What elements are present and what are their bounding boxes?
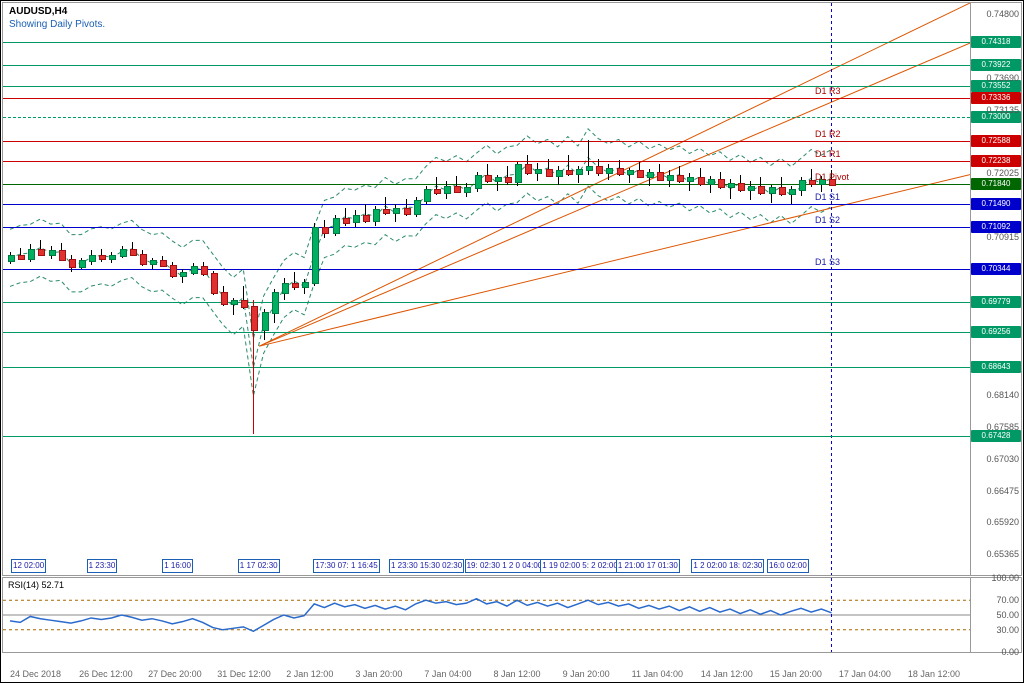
level-line <box>3 227 970 228</box>
time-marker: 1 23:30 <box>87 559 118 573</box>
pivot-label: D1 R2 <box>815 129 841 139</box>
level-line <box>3 42 970 43</box>
level-line <box>3 98 970 99</box>
price-tick: 0.70915 <box>986 232 1019 242</box>
price-tick: 0.72025 <box>986 168 1019 178</box>
level-line <box>3 141 970 142</box>
time-tick: 9 Jan 20:00 <box>563 669 610 679</box>
level-line <box>3 332 970 333</box>
price-tick: 0.73135 <box>986 105 1019 115</box>
time-tick: 31 Dec 12:00 <box>217 669 271 679</box>
time-tick: 24 Dec 2018 <box>10 669 61 679</box>
price-tick: 0.74800 <box>986 9 1019 19</box>
time-markers-layer: 12 02:00 1 23:30 1 16:00 1 17 02:30 17:30 07… <box>3 559 970 575</box>
price-tick: 0.67030 <box>986 454 1019 464</box>
level-line <box>3 367 970 368</box>
price-tick: 0.65365 <box>986 549 1019 559</box>
price-tick: 0.66475 <box>986 486 1019 496</box>
time-tick: 17 Jan 04:00 <box>839 669 891 679</box>
time-tick: 18 Jan 12:00 <box>908 669 960 679</box>
price-tick: 0.73690 <box>986 73 1019 83</box>
price-tick: 0.68140 <box>986 390 1019 400</box>
price-level-label: 0.72238 <box>971 155 1021 167</box>
pivot-subtitle: Showing Daily Pivots. <box>9 19 105 30</box>
price-level-label: 0.74318 <box>971 36 1021 48</box>
time-marker: 1 2 02:00 18: 02:30 <box>691 559 764 573</box>
rsi-tick: 70.00 <box>996 595 1019 605</box>
level-line <box>3 204 970 205</box>
level-line <box>3 65 970 66</box>
time-marker: 16:0 02:00 <box>767 559 809 573</box>
level-line <box>3 269 970 270</box>
time-tick: 15 Jan 20:00 <box>770 669 822 679</box>
time-marker: 12 02:00 <box>11 559 46 573</box>
level-line <box>3 117 970 119</box>
price-level-label: 0.70344 <box>971 263 1021 275</box>
pivot-label: D1 S3 <box>815 257 840 267</box>
time-marker: 1 17 02:30 <box>238 559 280 573</box>
price-axis: 0.743180.739220.735520.733360.730000.725… <box>970 2 1022 576</box>
price-level-label: 0.68643 <box>971 361 1021 373</box>
time-tick: 8 Jan 12:00 <box>494 669 541 679</box>
rsi-tick: 0.00 <box>1001 647 1019 657</box>
time-tick: 26 Dec 12:00 <box>79 669 133 679</box>
price-level-label: 0.71490 <box>971 198 1021 210</box>
price-level-label: 0.72588 <box>971 135 1021 147</box>
chart-container: AUDUSD,H4 Showing Daily Pivots. D1 R3 D1 … <box>0 0 1024 683</box>
level-line <box>3 302 970 303</box>
level-line <box>3 161 970 162</box>
price-tick: 0.65920 <box>986 517 1019 527</box>
time-marker: 1 16:00 <box>162 559 193 573</box>
price-level-label: 0.73922 <box>971 59 1021 71</box>
time-marker: 1 19 02:00 5: 2 02:00 <box>540 559 620 573</box>
pivot-label: D1 S1 <box>815 192 840 202</box>
symbol-title: AUDUSD,H4 <box>9 6 67 17</box>
pivot-label: D1 Pivot <box>815 172 849 182</box>
rsi-label: RSI(14) 52.71 <box>8 580 64 590</box>
pivot-label: D1 R3 <box>815 86 841 96</box>
time-tick: 27 Dec 20:00 <box>148 669 202 679</box>
price-level-label: 0.69256 <box>971 326 1021 338</box>
time-tick: 11 Jan 04:00 <box>632 669 683 679</box>
level-line <box>3 436 970 437</box>
rsi-axis: 0.0030.0050.0070.00100.00 <box>970 577 1022 653</box>
price-level-label: 0.73336 <box>971 92 1021 104</box>
rsi-tick: 30.00 <box>996 625 1019 635</box>
time-marker: 17:30 07: 1 16:45 <box>313 559 379 573</box>
price-tick: 0.67585 <box>986 422 1019 432</box>
rsi-tick: 100.00 <box>991 573 1019 583</box>
pivot-label: D1 R1 <box>815 149 841 159</box>
time-tick: 2 Jan 12:00 <box>286 669 333 679</box>
time-tick: 3 Jan 20:00 <box>355 669 402 679</box>
main-price-chart[interactable]: AUDUSD,H4 Showing Daily Pivots. D1 R3 D1 … <box>2 2 971 576</box>
time-axis: 24 Dec 2018 26 Dec 12:00 27 Dec 20:00 31 De… <box>2 653 971 681</box>
time-tick: 7 Jan 04:00 <box>424 669 471 679</box>
pivot-label: D1 S2 <box>815 215 840 225</box>
time-marker: 1 23:30 15:30 02:30 <box>389 559 464 573</box>
price-level-label: 0.71840 <box>971 178 1021 190</box>
time-tick: 14 Jan 12:00 <box>701 669 753 679</box>
price-level-label: 0.69779 <box>971 296 1021 308</box>
time-marker: 1 21:00 17 01:30 <box>616 559 680 573</box>
rsi-tick: 50.00 <box>996 610 1019 620</box>
rsi-chart[interactable]: RSI(14) 52.71 <box>2 577 971 653</box>
rsi-svg <box>3 578 970 652</box>
